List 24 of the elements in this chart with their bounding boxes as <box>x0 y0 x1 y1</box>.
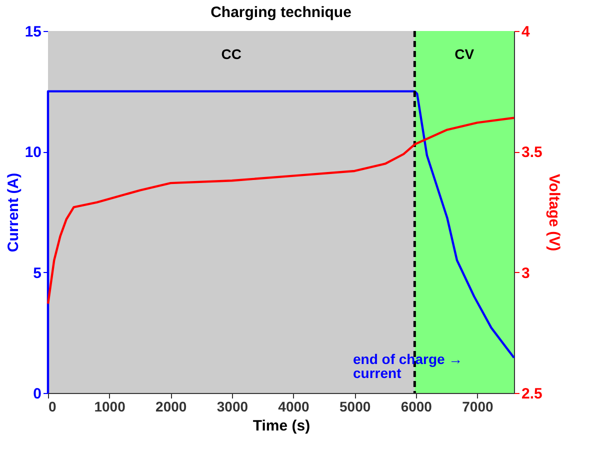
y2-tick-label: 3.5 <box>522 144 542 162</box>
x-tick-label: 3000 <box>216 398 248 414</box>
x-tick-label: 5000 <box>340 398 371 414</box>
band-label: CC <box>221 46 242 62</box>
x-tick-label: 4000 <box>278 398 310 414</box>
x-tick-label: 1000 <box>94 398 126 414</box>
y2-tick-label: 4 <box>522 24 530 40</box>
y-tick-label: 10 <box>24 144 42 162</box>
y2-axis-title: Voltage (V) <box>545 174 562 252</box>
y-tick-label: 15 <box>24 24 42 40</box>
x-axis-title: Time (s) <box>252 418 310 434</box>
y-tick-label: 0 <box>33 386 42 402</box>
band-label: CV <box>454 46 475 62</box>
x-tick-label: 0 <box>48 398 56 414</box>
x-tick-label: 7000 <box>462 398 494 414</box>
x-tick-label: 2000 <box>156 398 187 414</box>
chart-title: Charging technique <box>210 4 352 21</box>
annotation: end of charge → current <box>353 351 463 381</box>
y2-tick-label: 2.5 <box>522 386 542 402</box>
line-series <box>46 116 516 305</box>
y2-tick-label: 3 <box>522 264 530 282</box>
y-axis-title: Current (A) <box>4 172 22 252</box>
y-tick-label: 5 <box>33 264 42 282</box>
x-tick-label: 6000 <box>400 398 432 414</box>
